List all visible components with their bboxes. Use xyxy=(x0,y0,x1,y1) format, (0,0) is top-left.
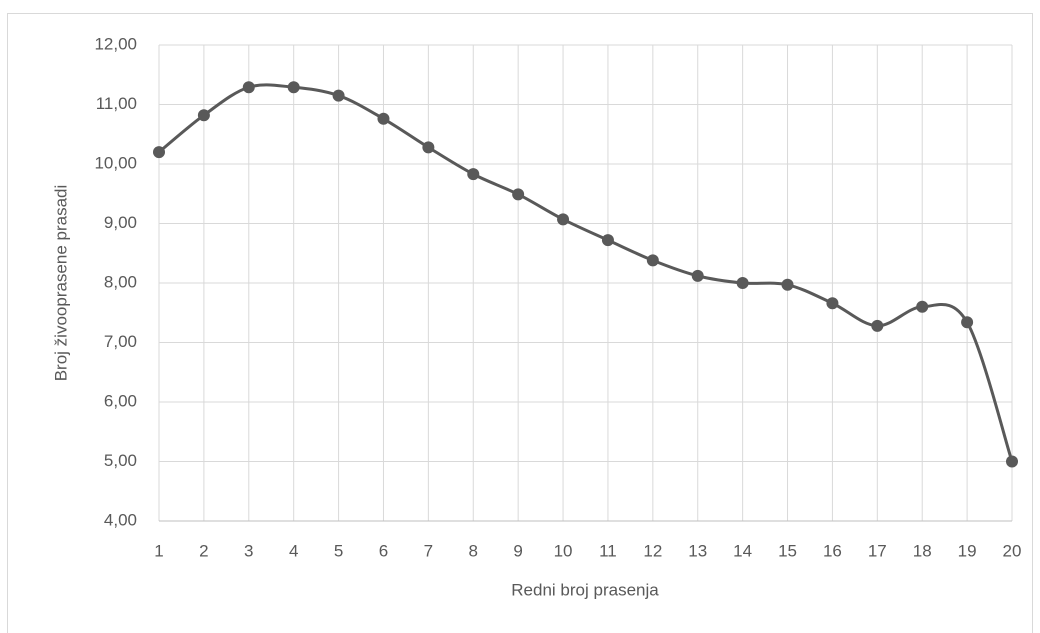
marker xyxy=(512,188,525,201)
x-tick-label: 16 xyxy=(823,541,842,560)
y-tick-label: 11,00 xyxy=(96,94,137,113)
marker xyxy=(871,319,884,332)
marker xyxy=(557,213,570,226)
x-tick-label: 11 xyxy=(599,541,617,560)
marker xyxy=(916,300,929,313)
y-tick-label: 6,00 xyxy=(104,391,137,410)
y-tick-label: 7,00 xyxy=(104,332,137,351)
x-tick-label: 5 xyxy=(334,541,343,560)
x-tick-label: 1 xyxy=(154,541,163,560)
marker xyxy=(601,234,614,247)
y-tick-label: 8,00 xyxy=(104,272,137,291)
marker xyxy=(646,254,659,267)
x-tick-label: 6 xyxy=(379,541,388,560)
x-tick-label: 10 xyxy=(554,541,573,560)
y-tick-label: 9,00 xyxy=(104,213,137,232)
x-tick-label: 3 xyxy=(244,541,253,560)
marker xyxy=(736,277,749,289)
marker xyxy=(691,269,704,282)
x-tick-label: 4 xyxy=(289,541,298,560)
x-axis-label: Redni broj prasenja xyxy=(511,580,659,599)
marker xyxy=(826,297,839,310)
marker xyxy=(242,81,255,94)
marker xyxy=(153,146,165,159)
marker xyxy=(422,141,435,154)
marker xyxy=(332,89,345,102)
x-tick-label: 7 xyxy=(424,541,433,560)
x-tick-label: 14 xyxy=(733,541,752,560)
marker xyxy=(287,81,300,94)
marker xyxy=(1006,455,1018,468)
x-tick-label: 12 xyxy=(643,541,662,560)
y-tick-label: 5,00 xyxy=(104,451,137,470)
marker xyxy=(781,278,794,291)
x-tick-label: 20 xyxy=(1003,541,1022,560)
x-tick-label: 18 xyxy=(913,541,932,560)
marker xyxy=(961,316,974,329)
x-tick-label: 8 xyxy=(469,541,478,560)
x-tick-label: 15 xyxy=(778,541,797,560)
x-tick-label: 9 xyxy=(513,541,522,560)
x-tick-label: 17 xyxy=(868,541,887,560)
y-tick-label: 10,00 xyxy=(94,153,137,172)
marker xyxy=(467,168,480,181)
x-tick-label: 13 xyxy=(688,541,707,560)
series-line xyxy=(158,83,1014,462)
y-tick-label: 12,00 xyxy=(94,34,137,53)
marker xyxy=(377,112,390,125)
marker xyxy=(197,109,210,122)
chart-border xyxy=(7,13,1033,633)
x-tick-label: 2 xyxy=(199,541,208,560)
y-axis-label: Broj živooprasene prasadi xyxy=(51,185,70,382)
y-tick-label: 4,00 xyxy=(104,510,137,529)
x-tick-label: 19 xyxy=(958,541,977,560)
